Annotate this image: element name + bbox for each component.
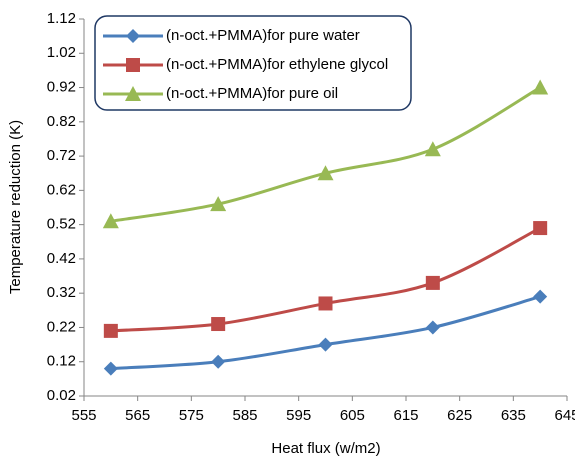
data-point: [425, 320, 440, 335]
data-point: [532, 79, 549, 95]
y-tick-label: 0.02: [47, 387, 76, 404]
y-tick-label: 1.12: [47, 10, 76, 27]
data-point: [533, 221, 548, 236]
y-tick-label: 0.72: [47, 147, 76, 164]
x-tick-label: 645: [554, 407, 575, 424]
data-point: [425, 275, 440, 290]
y-tick-label: 0.22: [47, 318, 76, 335]
data-point: [318, 337, 333, 352]
data-point: [317, 165, 334, 181]
y-tick-label: 0.42: [47, 250, 76, 267]
legend-marker: [125, 86, 141, 101]
data-point: [211, 317, 226, 332]
y-tick-label: 1.02: [47, 44, 76, 61]
legend-box: [94, 15, 412, 111]
data-point: [533, 289, 548, 304]
legend-marker: [126, 58, 140, 72]
legend-label: (n-oct.+PMMA)for pure water: [166, 27, 360, 44]
x-tick-label: 615: [393, 407, 418, 424]
x-tick-label: 575: [179, 407, 204, 424]
y-tick-label: 0.92: [47, 79, 76, 96]
y-tick-label: 0.52: [47, 216, 76, 233]
legend-label: (n-oct.+PMMA)for pure oil: [166, 85, 338, 102]
y-tick-label: 0.62: [47, 181, 76, 198]
x-tick-label: 585: [232, 407, 257, 424]
legend-label: (n-oct.+PMMA)for ethylene glycol: [166, 56, 388, 73]
y-tick-label: 0.12: [47, 353, 76, 370]
data-point: [103, 361, 118, 376]
y-tick-label: 0.32: [47, 284, 76, 301]
y-axis-label: Temperature reduction (K): [7, 120, 24, 294]
legend-marker: [126, 29, 140, 43]
data-point: [210, 196, 227, 212]
x-tick-label: 555: [71, 407, 96, 424]
x-tick-label: 635: [501, 407, 526, 424]
x-tick-label: 625: [447, 407, 472, 424]
data-point: [103, 323, 118, 338]
data-point: [318, 296, 333, 311]
x-tick-label: 595: [286, 407, 311, 424]
data-point: [102, 213, 119, 229]
y-tick-label: 0.82: [47, 113, 76, 130]
data-point: [211, 354, 226, 369]
data-point: [424, 141, 441, 157]
x-tick-label: 605: [340, 407, 365, 424]
x-tick-label: 565: [125, 407, 150, 424]
x-axis-label: Heat flux (w/m2): [271, 440, 380, 457]
